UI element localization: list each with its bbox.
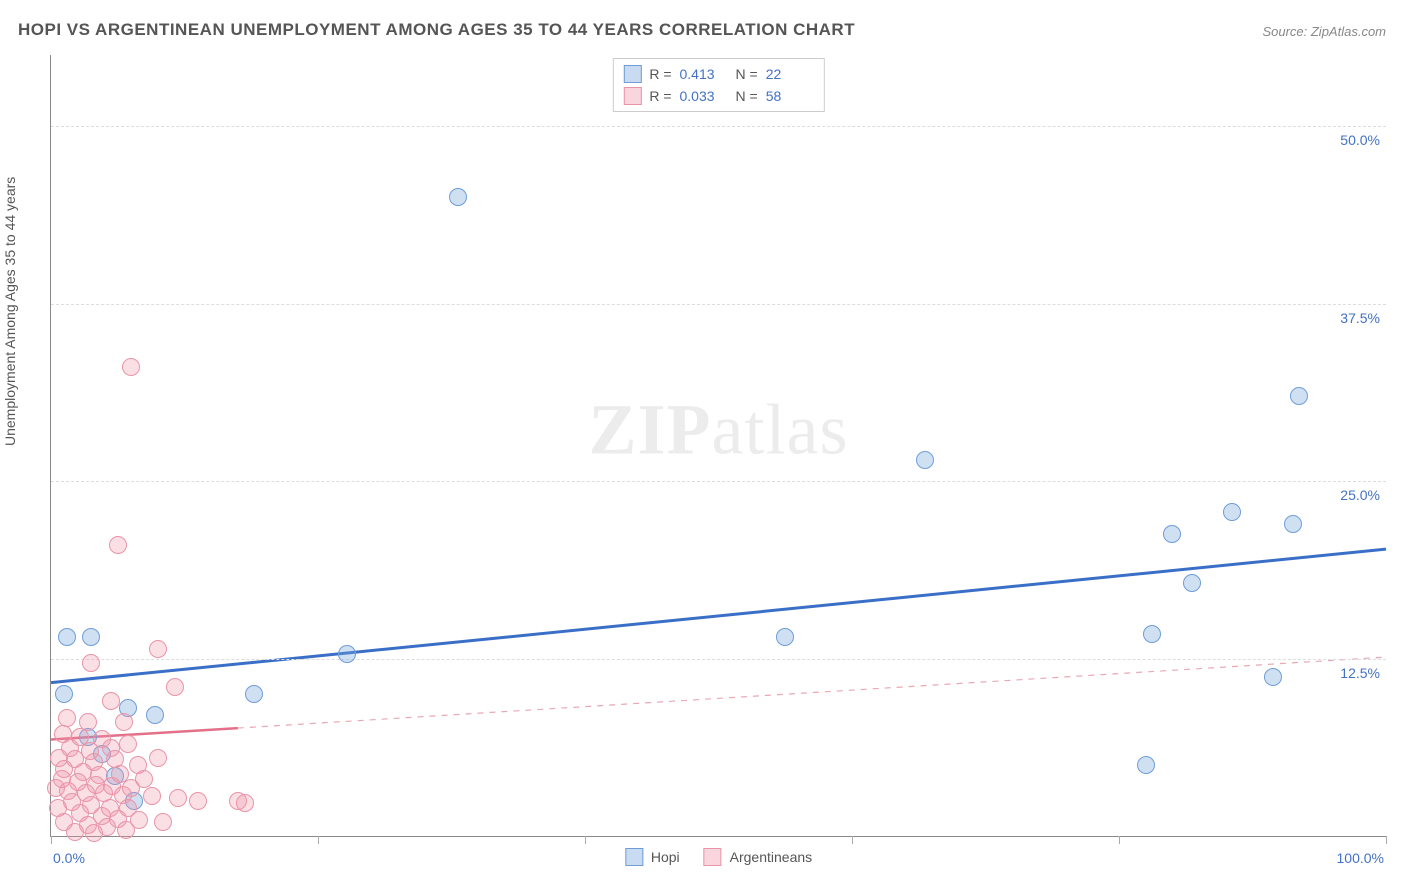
data-point	[166, 678, 184, 696]
x-tick	[51, 836, 52, 844]
n-value-arg: 58	[766, 85, 814, 107]
x-tick-label: 100.0%	[1337, 850, 1384, 866]
data-point	[119, 735, 137, 753]
data-point	[236, 794, 254, 812]
source-label: Source: ZipAtlas.com	[1262, 24, 1386, 39]
x-tick	[852, 836, 853, 844]
gridline	[51, 659, 1386, 660]
r-value-hopi: 0.413	[680, 63, 728, 85]
x-tick	[1386, 836, 1387, 844]
data-point	[146, 706, 164, 724]
chart-title: HOPI VS ARGENTINEAN UNEMPLOYMENT AMONG A…	[18, 20, 855, 40]
n-label: N =	[736, 85, 758, 107]
r-label: R =	[649, 63, 671, 85]
data-point	[1290, 387, 1308, 405]
data-point	[47, 779, 65, 797]
y-tick-label: 25.0%	[1340, 487, 1380, 503]
gridline	[51, 481, 1386, 482]
data-point	[1284, 515, 1302, 533]
data-point	[55, 685, 73, 703]
data-point	[1183, 574, 1201, 592]
stat-row-hopi: R = 0.413 N = 22	[623, 63, 813, 85]
swatch-blue-icon	[625, 848, 643, 866]
r-label: R =	[649, 85, 671, 107]
data-point	[1163, 525, 1181, 543]
data-point	[338, 645, 356, 663]
data-point	[58, 628, 76, 646]
swatch-pink-icon	[623, 87, 641, 105]
data-point	[776, 628, 794, 646]
stat-legend: R = 0.413 N = 22 R = 0.033 N = 58	[612, 58, 824, 112]
y-axis-title: Unemployment Among Ages 35 to 44 years	[2, 177, 18, 446]
bottom-legend: Hopi Argentineans	[625, 848, 812, 866]
data-point	[149, 749, 167, 767]
data-point	[82, 628, 100, 646]
data-point	[154, 813, 172, 831]
y-tick-label: 12.5%	[1340, 665, 1380, 681]
stat-row-arg: R = 0.033 N = 58	[623, 85, 813, 107]
r-value-arg: 0.033	[680, 85, 728, 107]
x-tick	[318, 836, 319, 844]
data-point	[143, 787, 161, 805]
data-point	[245, 685, 263, 703]
data-point	[115, 713, 133, 731]
data-point	[117, 821, 135, 839]
data-point	[82, 654, 100, 672]
x-tick	[1119, 836, 1120, 844]
data-point	[109, 536, 127, 554]
x-tick-label: 0.0%	[53, 850, 85, 866]
data-point	[149, 640, 167, 658]
data-point	[102, 692, 120, 710]
n-value-hopi: 22	[766, 63, 814, 85]
plot-area: ZIPatlas R = 0.413 N = 22 R = 0.033 N = …	[50, 55, 1386, 837]
legend-item-arg: Argentineans	[704, 848, 813, 866]
data-point	[1143, 625, 1161, 643]
data-point	[916, 451, 934, 469]
swatch-blue-icon	[623, 65, 641, 83]
y-tick-label: 37.5%	[1340, 310, 1380, 326]
gridline	[51, 304, 1386, 305]
watermark-thin: atlas	[712, 389, 849, 469]
data-point	[49, 799, 67, 817]
n-label: N =	[736, 63, 758, 85]
data-point	[449, 188, 467, 206]
swatch-pink-icon	[704, 848, 722, 866]
data-point	[66, 823, 84, 841]
data-point	[1223, 503, 1241, 521]
legend-label-hopi: Hopi	[651, 849, 680, 865]
y-tick-label: 50.0%	[1340, 132, 1380, 148]
x-tick	[585, 836, 586, 844]
watermark-bold: ZIP	[589, 389, 712, 469]
data-point	[1137, 756, 1155, 774]
watermark: ZIPatlas	[589, 388, 849, 471]
legend-item-hopi: Hopi	[625, 848, 680, 866]
trend-lines	[51, 55, 1386, 836]
legend-label-arg: Argentineans	[730, 849, 813, 865]
gridline	[51, 126, 1386, 127]
data-point	[169, 789, 187, 807]
data-point	[85, 824, 103, 842]
data-point	[1264, 668, 1282, 686]
data-point	[122, 358, 140, 376]
data-point	[189, 792, 207, 810]
